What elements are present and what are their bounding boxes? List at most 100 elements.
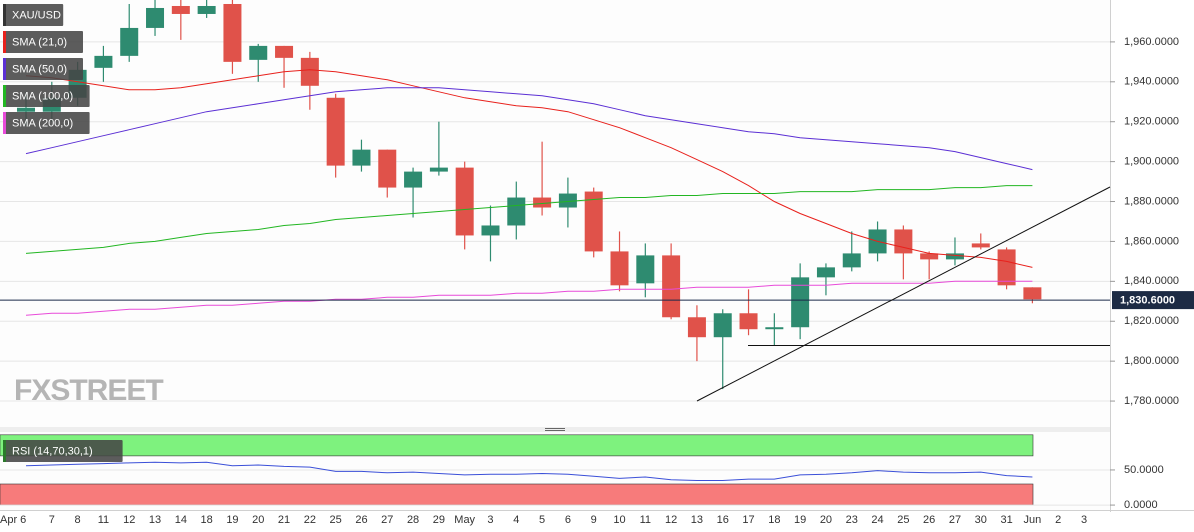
legend-swatch: [3, 112, 6, 134]
x-tick-label: Apr 6: [0, 514, 26, 526]
x-tick-label: 16: [717, 514, 729, 526]
x-tick-label: 28: [407, 514, 419, 526]
x-tick-label: 20: [252, 514, 264, 526]
x-tick-label: 18: [768, 514, 780, 526]
candle-body: [791, 277, 810, 328]
x-tick-label: 13: [149, 514, 161, 526]
rsi-band: [0, 483, 1034, 506]
candle-body: [429, 167, 448, 172]
rsi-line: [25, 461, 1033, 481]
legend-box[interactable]: [3, 31, 83, 53]
candle-body: [17, 107, 35, 112]
y-tick-label: 1,800.0000: [1124, 355, 1179, 367]
candle-body: [971, 243, 990, 248]
candle-body: [481, 225, 500, 236]
x-tick-label: 17: [742, 514, 754, 526]
y-tick-label: 1,840.0000: [1124, 275, 1179, 287]
y-tick-label: 1,880.0000: [1124, 195, 1179, 207]
x-tick-label: 25: [330, 514, 342, 526]
candle-body: [326, 97, 345, 166]
candle-body: [816, 267, 835, 278]
legend-swatch: [3, 58, 6, 80]
x-tick-label: 5: [539, 514, 545, 526]
x-tick-label: 11: [98, 514, 109, 526]
last-price-box: [1112, 291, 1194, 310]
grid: [0, 41, 1110, 506]
legend-label: XAU/USD: [12, 9, 61, 21]
x-tick-label: 7: [49, 514, 55, 526]
x-tick-label: Jun: [1024, 514, 1042, 526]
x-tick-label: 22: [304, 514, 316, 526]
x-tick-label: May: [454, 514, 475, 526]
last-price-label: 1,830.6000: [1120, 295, 1175, 307]
candle-body: [1023, 287, 1042, 300]
candle-body: [197, 5, 216, 14]
x-tick-label: 29: [433, 514, 445, 526]
x-tick-label: 24: [871, 514, 883, 526]
candle-body: [146, 7, 165, 28]
x-tick-label: 12: [665, 514, 677, 526]
candle-body: [894, 229, 913, 254]
candle-body: [249, 45, 268, 60]
x-tick-label: 9: [591, 514, 597, 526]
legend-box[interactable]: [3, 440, 123, 462]
x-tick-label: 23: [846, 514, 858, 526]
x-tick-label: 2: [1055, 514, 1061, 526]
candle-body: [275, 45, 294, 58]
y-tick-label: 1,860.0000: [1124, 235, 1179, 247]
x-tick-label: 11: [640, 514, 651, 526]
candle-body: [765, 327, 784, 330]
sma-line: [25, 280, 1033, 316]
candle-body: [920, 253, 939, 260]
y-tick-label: 1,820.0000: [1124, 315, 1179, 327]
x-tick-label: 19: [226, 514, 238, 526]
legend-swatch: [3, 31, 6, 53]
y-tick-label: 1,920.0000: [1124, 116, 1179, 128]
x-tick-label: 12: [123, 514, 135, 526]
pane-separator[interactable]: [0, 427, 1110, 432]
candle-body: [378, 149, 397, 188]
legend-box[interactable]: [3, 4, 64, 26]
x-tick-label: 13: [691, 514, 703, 526]
legend-label: SMA (100,0): [12, 90, 73, 102]
y-tick-label: 1,940.0000: [1124, 76, 1179, 88]
legend-swatch: [3, 85, 6, 107]
x-tick-label: 3: [1081, 514, 1087, 526]
candle-body: [404, 171, 423, 188]
candle-body: [120, 27, 139, 56]
candle-body: [997, 249, 1016, 286]
x-tick-label: 19: [794, 514, 806, 526]
legend-box[interactable]: [3, 58, 83, 80]
candle-body: [558, 193, 577, 208]
x-tick-label: 10: [613, 514, 625, 526]
candle-body: [739, 313, 758, 330]
x-tick-label: 4: [513, 514, 519, 526]
candle-body: [842, 253, 861, 268]
x-tick-label: 31: [1000, 514, 1012, 526]
plot: [0, 0, 1110, 481]
x-tick-label: 26: [355, 514, 367, 526]
candle-body: [223, 3, 242, 62]
candle-body: [687, 317, 706, 338]
candle-body: [171, 5, 190, 14]
candle-body: [636, 255, 655, 284]
x-tick-label: 18: [201, 514, 213, 526]
legend-box[interactable]: [3, 85, 90, 107]
candle-body: [713, 313, 732, 338]
candle-body: [584, 191, 603, 252]
x-tick-label: 26: [923, 514, 935, 526]
price-pane: [0, 0, 1110, 427]
candle-body: [300, 57, 319, 86]
y-tick-label: 0.0000: [1124, 499, 1158, 511]
x-tick-label: 20: [820, 514, 832, 526]
sma-line: [25, 185, 1033, 254]
y-tick-label: 1,900.0000: [1124, 156, 1179, 168]
y-tick-label: 1,960.0000: [1124, 36, 1179, 48]
sma-line: [25, 87, 1033, 171]
x-tick-label: 21: [278, 514, 290, 526]
legend-box[interactable]: [3, 112, 90, 134]
axes: Apr 6 7 8 11 12 13 14 18 19 20 21 22 25 26 27 28 29 May 3 4…: [0, 36, 1194, 526]
legend-label: SMA (200,0): [12, 117, 73, 129]
candle-body: [507, 197, 526, 226]
